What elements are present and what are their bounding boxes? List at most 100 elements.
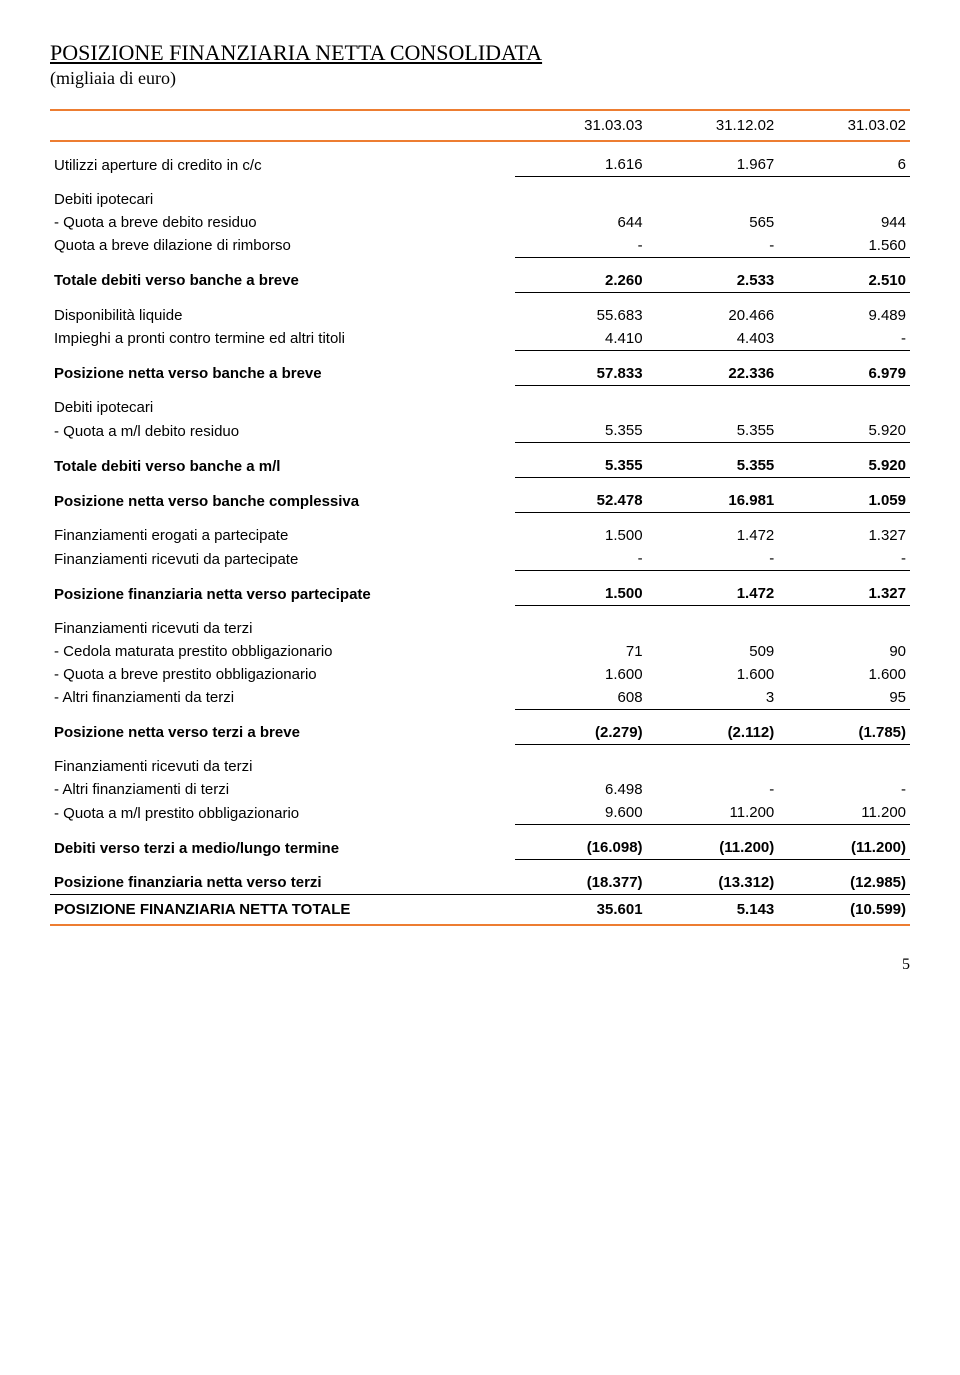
row-label: Quota a breve dilazione di rimborso (50, 234, 515, 258)
table-row: Posizione netta verso terzi a breve (2.2… (50, 709, 910, 744)
table-row: - Quota a breve prestito obbligazionario… (50, 663, 910, 686)
row-label: Debiti verso terzi a medio/lungo termine (50, 825, 515, 860)
cell: 90 (778, 640, 910, 663)
table-row: Finanziamenti erogati a partecipate 1.50… (50, 513, 910, 548)
cell: 16.981 (647, 478, 779, 513)
cell: 644 (515, 211, 647, 234)
cell: 1.500 (515, 571, 647, 606)
row-label: Finanziamenti ricevuti da partecipate (50, 547, 515, 571)
table-row: Posizione netta verso banche a breve 57.… (50, 350, 910, 385)
cell: 1.059 (778, 478, 910, 513)
table-row: - Quota a breve debito residuo 644 565 9… (50, 211, 910, 234)
financial-table: 31.03.03 31.12.02 31.03.02 Utilizzi aper… (50, 109, 910, 926)
row-label: - Altri finanziamenti di terzi (50, 778, 515, 801)
col-header: 31.12.02 (647, 110, 779, 141)
cell: 20.466 (647, 292, 779, 327)
row-label: - Quota a m/l prestito obbligazionario (50, 801, 515, 825)
cell: 4.410 (515, 327, 647, 351)
cell: 1.616 (515, 141, 647, 177)
cell: 1.967 (647, 141, 779, 177)
row-label: Posizione netta verso banche complessiva (50, 478, 515, 513)
table-row: Posizione finanziaria netta verso terzi … (50, 860, 910, 895)
cell: (13.312) (647, 860, 779, 895)
row-label: Disponibilità liquide (50, 292, 515, 327)
row-label: Finanziamenti ricevuti da terzi (50, 606, 515, 640)
row-label: Posizione finanziaria netta verso terzi (50, 860, 515, 895)
cell: 9.489 (778, 292, 910, 327)
table-row: Finanziamenti ricevuti da terzi (50, 744, 910, 778)
grand-total-row: POSIZIONE FINANZIARIA NETTA TOTALE 35.60… (50, 895, 910, 926)
table-row: Totale debiti verso banche a breve 2.260… (50, 257, 910, 292)
table-row: Finanziamenti ricevuti da terzi (50, 606, 910, 640)
cell: 6.979 (778, 350, 910, 385)
cell: (12.985) (778, 860, 910, 895)
cell: (16.098) (515, 825, 647, 860)
table-row: Debiti ipotecari (50, 177, 910, 211)
cell: - (647, 234, 779, 258)
row-label: - Altri finanziamenti da terzi (50, 686, 515, 710)
row-label: Utilizzi aperture di credito in c/c (50, 141, 515, 177)
table-row: Posizione finanziaria netta verso partec… (50, 571, 910, 606)
cell: 5.920 (778, 419, 910, 443)
row-label: - Quota a m/l debito residuo (50, 419, 515, 443)
cell: 55.683 (515, 292, 647, 327)
cell: 6 (778, 141, 910, 177)
cell: 1.600 (515, 663, 647, 686)
cell: 1.500 (515, 513, 647, 548)
row-label: - Quota a breve prestito obbligazionario (50, 663, 515, 686)
col-header: 31.03.03 (515, 110, 647, 141)
table-row: Utilizzi aperture di credito in c/c 1.61… (50, 141, 910, 177)
row-label: Posizione finanziaria netta verso partec… (50, 571, 515, 606)
row-label: Totale debiti verso banche a breve (50, 257, 515, 292)
cell: 565 (647, 211, 779, 234)
cell: 9.600 (515, 801, 647, 825)
row-label: Finanziamenti erogati a partecipate (50, 513, 515, 548)
cell: 1.327 (778, 571, 910, 606)
cell: 4.403 (647, 327, 779, 351)
cell: - (515, 234, 647, 258)
cell: 1.600 (647, 663, 779, 686)
cell: (18.377) (515, 860, 647, 895)
cell: 71 (515, 640, 647, 663)
row-label: Debiti ipotecari (50, 385, 515, 419)
page-title: POSIZIONE FINANZIARIA NETTA CONSOLIDATA (50, 40, 910, 66)
cell: 1.600 (778, 663, 910, 686)
cell: - (778, 547, 910, 571)
row-label: Totale debiti verso banche a m/l (50, 443, 515, 478)
row-label: Posizione netta verso terzi a breve (50, 709, 515, 744)
cell: 5.355 (647, 419, 779, 443)
page-subtitle: (migliaia di euro) (50, 68, 910, 89)
table-row: - Altri finanziamenti di terzi 6.498 - - (50, 778, 910, 801)
cell: 944 (778, 211, 910, 234)
table-row: Impieghi a pronti contro termine ed altr… (50, 327, 910, 351)
cell: (10.599) (778, 895, 910, 926)
table-row: Debiti verso terzi a medio/lungo termine… (50, 825, 910, 860)
cell: 5.355 (515, 419, 647, 443)
cell: 52.478 (515, 478, 647, 513)
table-row: Disponibilità liquide 55.683 20.466 9.48… (50, 292, 910, 327)
cell: 1.472 (647, 571, 779, 606)
cell: 608 (515, 686, 647, 710)
row-label: Posizione netta verso banche a breve (50, 350, 515, 385)
table-row: Posizione netta verso banche complessiva… (50, 478, 910, 513)
cell: 3 (647, 686, 779, 710)
cell: (11.200) (778, 825, 910, 860)
table-row: - Quota a m/l debito residuo 5.355 5.355… (50, 419, 910, 443)
cell: 5.920 (778, 443, 910, 478)
table-row: - Altri finanziamenti da terzi 608 3 95 (50, 686, 910, 710)
table-row: Debiti ipotecari (50, 385, 910, 419)
cell: - (778, 778, 910, 801)
row-label: POSIZIONE FINANZIARIA NETTA TOTALE (50, 895, 515, 926)
cell: 1.560 (778, 234, 910, 258)
cell: (11.200) (647, 825, 779, 860)
row-label: Impieghi a pronti contro termine ed altr… (50, 327, 515, 351)
cell: - (647, 778, 779, 801)
table-row: Quota a breve dilazione di rimborso - - … (50, 234, 910, 258)
table-header-row: 31.03.03 31.12.02 31.03.02 (50, 110, 910, 141)
col-header: 31.03.02 (778, 110, 910, 141)
row-label: Finanziamenti ricevuti da terzi (50, 744, 515, 778)
row-label: - Quota a breve debito residuo (50, 211, 515, 234)
cell: 5.355 (515, 443, 647, 478)
cell: 11.200 (647, 801, 779, 825)
cell: 2.260 (515, 257, 647, 292)
